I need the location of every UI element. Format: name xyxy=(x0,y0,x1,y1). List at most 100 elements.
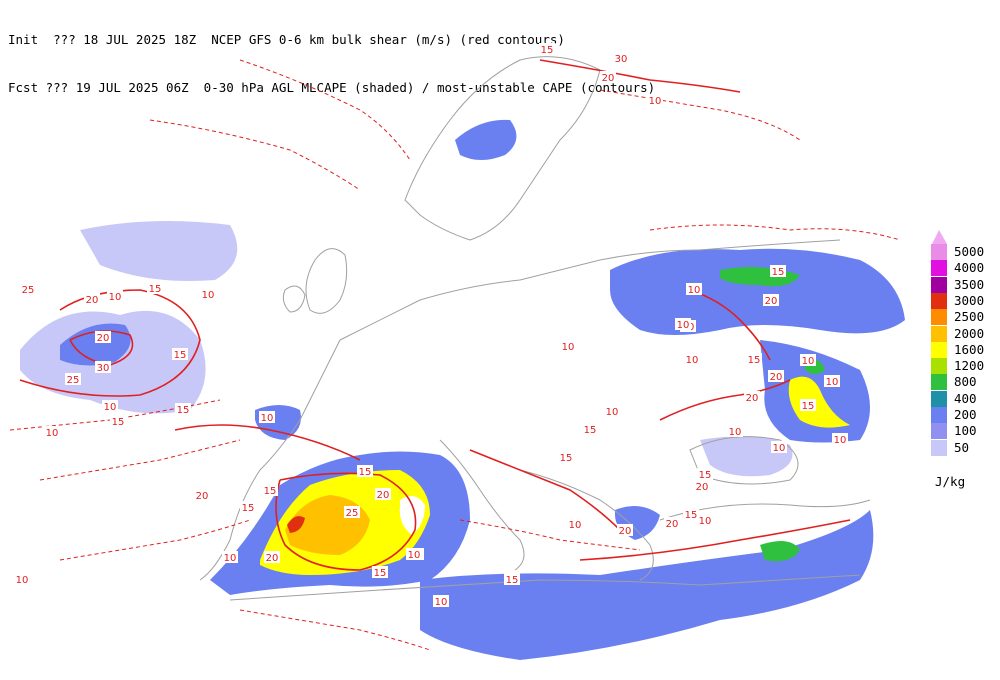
shear-contour-label: 20 xyxy=(763,294,779,307)
legend-label: 5000 xyxy=(954,244,985,259)
shear-contour-russia xyxy=(689,289,771,361)
svg-text:10: 10 xyxy=(46,428,59,439)
shear-contour-label: 25 xyxy=(20,283,36,296)
shear-contour-label: 20 xyxy=(694,480,710,493)
cape-area-iberia-red xyxy=(287,516,305,533)
shear-contour-label: 20 xyxy=(664,517,680,530)
shear-contour-label: 10 xyxy=(200,288,216,301)
shear-contour-label: 15 xyxy=(175,403,191,416)
shear-contour-label: 15 xyxy=(372,566,388,579)
legend-swatch xyxy=(931,260,947,277)
svg-text:20: 20 xyxy=(619,526,632,537)
svg-text:10: 10 xyxy=(729,427,742,438)
shear-contour-label: 20 xyxy=(600,71,616,84)
shear-contour-label: 20 xyxy=(768,370,784,383)
shear-contour-label: 15 xyxy=(770,265,786,278)
legend-swatch xyxy=(931,439,947,456)
shear-contour-north xyxy=(539,59,741,93)
svg-text:10: 10 xyxy=(202,290,215,301)
svg-text:20: 20 xyxy=(86,295,99,306)
svg-text:30: 30 xyxy=(615,54,628,65)
shear-contour-label: 10 xyxy=(259,411,275,424)
shear-contour-france xyxy=(174,424,361,461)
svg-text:10: 10 xyxy=(677,320,690,331)
shear-contour-label: 15 xyxy=(746,353,762,366)
legend-label: 3000 xyxy=(954,292,985,308)
svg-text:20: 20 xyxy=(666,519,679,530)
cape-area-med-east-green xyxy=(760,541,800,562)
shear-contour-label: 15 xyxy=(240,501,256,514)
shear-contour-labels: 2510201530101015101510152015201025102015… xyxy=(14,43,848,608)
svg-text:15: 15 xyxy=(748,355,761,366)
svg-text:30: 30 xyxy=(97,363,110,374)
svg-text:10: 10 xyxy=(224,553,237,564)
shear-dashed-africa xyxy=(239,609,431,651)
legend-swatch xyxy=(931,341,947,358)
svg-text:10: 10 xyxy=(16,575,29,586)
legend-label: 200 xyxy=(954,407,977,422)
shear-contour-label: 15 xyxy=(697,468,713,481)
shear-contour-label: 20 xyxy=(744,391,760,404)
svg-text:20: 20 xyxy=(196,491,209,502)
svg-text:10: 10 xyxy=(649,96,662,107)
shear-contour-label: 10 xyxy=(647,94,663,107)
shear-contour-label: 15 xyxy=(110,415,126,428)
cape-area-russia xyxy=(610,248,905,335)
shear-contour-label: 10 xyxy=(727,425,743,438)
legend-top-arrow xyxy=(932,230,947,244)
shear-contour-label: 20 xyxy=(95,331,111,344)
svg-text:25: 25 xyxy=(346,508,359,519)
shear-dashed-med xyxy=(459,519,641,551)
shear-contour-east-med xyxy=(579,519,851,561)
legend-swatch xyxy=(931,358,947,375)
shear-contour-label: 15 xyxy=(357,465,373,478)
svg-text:15: 15 xyxy=(242,503,255,514)
coast-scandinavia xyxy=(404,56,601,241)
shear-contour-balkans xyxy=(469,449,621,531)
svg-text:25: 25 xyxy=(67,375,80,386)
legend-label: 3500 xyxy=(954,276,985,292)
svg-text:10: 10 xyxy=(802,356,815,367)
svg-text:15: 15 xyxy=(584,425,597,436)
shear-dashed-atlantic-2 xyxy=(39,439,241,481)
shear-contour-label: 10 xyxy=(107,290,123,303)
svg-text:20: 20 xyxy=(765,296,778,307)
svg-text:15: 15 xyxy=(541,45,554,56)
shear-contour-label: 15 xyxy=(504,573,520,586)
shear-contour-label: 10 xyxy=(684,353,700,366)
legend-swatch xyxy=(931,309,947,326)
legend-swatch xyxy=(931,244,947,260)
coast-italy xyxy=(439,439,525,571)
svg-text:10: 10 xyxy=(562,342,575,353)
shear-contour-label: 20 xyxy=(194,489,210,502)
svg-text:10: 10 xyxy=(261,413,274,424)
shear-contour-label: 15 xyxy=(147,282,163,295)
coast-balkans xyxy=(519,469,654,581)
shear-contour-label: 10 xyxy=(771,441,787,454)
coast-ireland xyxy=(282,285,306,313)
cape-shading xyxy=(20,119,905,660)
shear-dashed-north-3 xyxy=(599,89,801,141)
cape-area-sardinia-hole xyxy=(399,496,425,535)
legend-swatch xyxy=(931,292,947,309)
shear-contour-label: 15 xyxy=(262,484,278,497)
svg-text:15: 15 xyxy=(506,575,519,586)
shear-contour-label: 15 xyxy=(683,508,699,521)
shear-dashed-east xyxy=(649,224,901,241)
shear-contour-label: 20 xyxy=(84,293,100,306)
svg-text:20: 20 xyxy=(696,482,709,493)
svg-text:10: 10 xyxy=(686,355,699,366)
svg-text:15: 15 xyxy=(374,568,387,579)
svg-text:15: 15 xyxy=(112,417,125,428)
shear-dashed-north-2 xyxy=(239,59,411,161)
shear-contour-label: 10 xyxy=(44,426,60,439)
legend-swatch xyxy=(931,423,947,440)
shear-contour-label: 15 xyxy=(539,43,555,56)
legend-swatch xyxy=(931,374,947,391)
cape-area-med-south xyxy=(420,510,874,660)
svg-text:10: 10 xyxy=(104,402,117,413)
svg-text:15: 15 xyxy=(560,453,573,464)
shear-contour-label: 10 xyxy=(14,573,30,586)
legend-label: 1600 xyxy=(954,341,985,357)
